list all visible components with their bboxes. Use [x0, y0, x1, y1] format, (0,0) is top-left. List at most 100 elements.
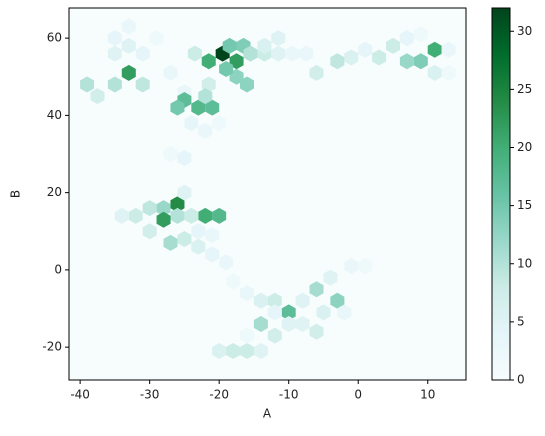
- x-tick-label: 0: [354, 388, 362, 402]
- hex-bin: [107, 76, 122, 93]
- y-axis-label: B: [9, 190, 23, 198]
- plot-frame: [68, 7, 467, 381]
- hex-bin: [184, 207, 199, 224]
- colorbar-tick-label: 30: [517, 24, 532, 38]
- hex-bin: [295, 292, 310, 309]
- x-tick-label: -10: [279, 388, 299, 402]
- hex-bin: [239, 285, 254, 302]
- hex-bin: [170, 196, 185, 213]
- hex-bin: [90, 88, 105, 105]
- hex-bin: [219, 254, 234, 271]
- colorbar-tick-label: 10: [517, 256, 532, 270]
- x-axis-label: A: [263, 407, 272, 421]
- y-tick-label: 20: [47, 185, 62, 199]
- hex-bin: [149, 30, 164, 47]
- hex-bin: [399, 30, 414, 47]
- colorbar-tick-label: 25: [517, 82, 532, 96]
- hex-bin: [413, 53, 428, 70]
- hex-bin: [135, 76, 150, 93]
- colorbar-tick-label: 15: [517, 198, 532, 212]
- x-tick-label: -40: [70, 388, 90, 402]
- hex-bin: [253, 315, 268, 332]
- hex-bin: [128, 207, 143, 224]
- hex-bin: [239, 343, 254, 360]
- hex-bin: [191, 238, 206, 255]
- y-tick-label: 60: [47, 31, 62, 45]
- hex-bin: [358, 41, 373, 58]
- hex-bin: [253, 343, 268, 360]
- hex-bin: [427, 41, 442, 58]
- hex-bin: [222, 37, 237, 54]
- y-tick-label: -20: [42, 340, 62, 354]
- hex-bin: [163, 64, 178, 81]
- hex-bin: [187, 45, 202, 62]
- y-tick-label: 40: [47, 108, 62, 122]
- colorbar-tick-label: 20: [517, 140, 532, 154]
- hex-bin: [257, 37, 272, 54]
- hex-bin: [114, 207, 129, 224]
- hex-bin: [201, 53, 216, 70]
- hex-bin: [177, 231, 192, 248]
- x-tick-label: -30: [140, 388, 160, 402]
- hex-bin: [212, 207, 227, 224]
- hex-bin: [267, 292, 282, 309]
- hex-bin: [441, 41, 456, 58]
- hex-bin: [191, 99, 206, 116]
- hex-bin: [337, 304, 352, 321]
- hex-bin: [205, 246, 220, 263]
- hex-bin: [330, 53, 345, 70]
- hex-bin: [80, 76, 95, 93]
- hex-bin: [142, 200, 157, 217]
- hex-bin: [413, 26, 428, 43]
- hexes: [80, 18, 456, 360]
- colorbar: [491, 7, 511, 381]
- hex-bin: [107, 30, 122, 47]
- hex-bin: [198, 122, 213, 139]
- hex-bin: [170, 207, 185, 224]
- hex-bin: [267, 304, 282, 321]
- colorbar-tick-label: 5: [517, 314, 525, 328]
- x-tick-label: 10: [420, 388, 435, 402]
- hex-bin: [205, 227, 220, 244]
- hex-bin: [427, 64, 442, 81]
- hex-bin: [184, 115, 199, 132]
- hex-bin: [226, 273, 241, 290]
- hex-bin: [177, 184, 192, 201]
- hex-bin: [253, 292, 268, 309]
- hex-bin: [198, 88, 213, 105]
- hex-bin: [121, 37, 136, 54]
- hex-bin: [121, 64, 136, 81]
- hex-bin: [170, 99, 185, 116]
- hex-bin: [142, 223, 157, 240]
- hex-bin: [399, 53, 414, 70]
- hex-bin: [309, 323, 324, 340]
- hex-bin: [243, 45, 258, 62]
- hex-bin: [344, 258, 359, 275]
- hex-bin: [121, 18, 136, 35]
- hex-bin: [226, 343, 241, 360]
- hex-bin: [281, 315, 296, 332]
- hex-bin: [267, 327, 282, 344]
- hex-bin: [135, 45, 150, 62]
- hex-bin: [163, 146, 178, 163]
- hex-bin: [385, 37, 400, 54]
- hex-bin: [198, 207, 213, 224]
- hex-bin: [309, 281, 324, 298]
- hex-bin: [163, 234, 178, 251]
- x-tick-label: -20: [209, 388, 229, 402]
- hex-bin: [205, 99, 220, 116]
- hex-bin: [239, 76, 254, 93]
- hex-bin: [271, 45, 286, 62]
- hex-bin: [372, 49, 387, 66]
- hex-bin: [295, 315, 310, 332]
- hex-bin: [441, 64, 456, 81]
- hex-bin: [212, 115, 227, 132]
- hex-bin: [191, 223, 206, 240]
- colorbar-tick-label: 0: [517, 373, 525, 387]
- hex-bin: [309, 64, 324, 81]
- hex-bin: [281, 304, 296, 321]
- hex-bin: [323, 269, 338, 286]
- hex-bin: [358, 258, 373, 275]
- hex-bin: [156, 211, 171, 228]
